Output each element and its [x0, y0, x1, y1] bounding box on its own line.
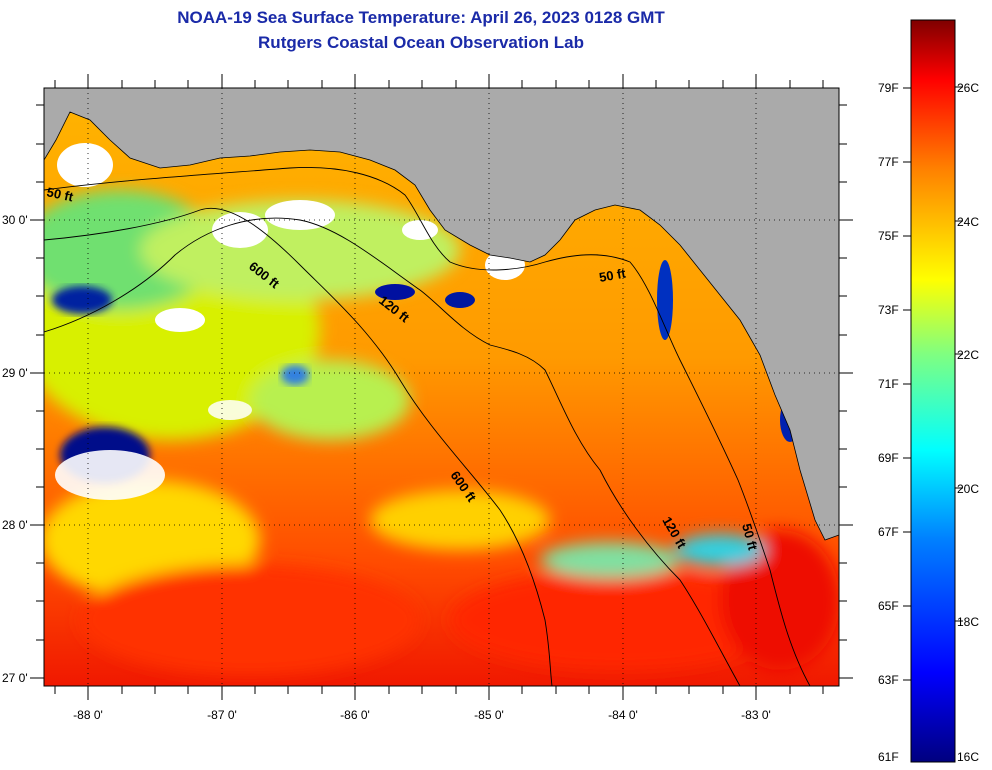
colorbar-label-c: 26C — [957, 81, 979, 95]
colorbar-label-f: 63F — [878, 673, 899, 687]
lon-label: -84 0' — [608, 708, 638, 722]
colorbar-ticks — [903, 86, 963, 681]
land-mass — [44, 88, 839, 541]
colorbar-label-c: 16C — [957, 750, 979, 764]
lon-label: -87 0' — [207, 708, 237, 722]
colorbar-label-f: 61F — [878, 750, 899, 764]
colorbar-label-f: 65F — [878, 599, 899, 613]
contour-label-50ft-west: 50 ft — [45, 184, 75, 204]
colorbar-label-f: 67F — [878, 525, 899, 539]
colorbar-label-f: 69F — [878, 451, 899, 465]
lon-label: -88 0' — [73, 708, 103, 722]
contour-label-50ft-east: 50 ft — [598, 265, 628, 285]
lon-label: -86 0' — [340, 708, 370, 722]
colorbar — [910, 19, 956, 763]
colorbar-label-f: 79F — [878, 81, 899, 95]
cloud-mask — [55, 143, 525, 500]
map-subtitle: Rutgers Coastal Ocean Observation Lab — [258, 33, 584, 52]
colorbar-label-f: 73F — [878, 303, 899, 317]
lat-label: 30 0' — [2, 213, 28, 227]
map-frame — [43, 87, 840, 687]
colorbar-label-f: 71F — [878, 377, 899, 391]
lat-label: 29 0' — [2, 366, 28, 380]
colorbar-label-f: 75F — [878, 229, 899, 243]
colorbar-label-c: 22C — [957, 348, 979, 362]
frame-ticks — [30, 74, 853, 700]
bathymetry-contours — [44, 167, 811, 686]
colorbar-label-c: 20C — [957, 482, 979, 496]
lat-label: 27 0' — [2, 671, 28, 685]
colorbar-label-f: 77F — [878, 155, 899, 169]
lon-label: -83 0' — [741, 708, 771, 722]
contour-label-50ft-south: 50 ft — [739, 522, 761, 552]
lat-label: 28 0' — [2, 518, 28, 532]
map-title: NOAA-19 Sea Surface Temperature: April 2… — [177, 8, 665, 27]
lon-label: -85 0' — [474, 708, 504, 722]
colorbar-label-c: 24C — [957, 215, 979, 229]
colorbar-label-c: 18C — [957, 615, 979, 629]
